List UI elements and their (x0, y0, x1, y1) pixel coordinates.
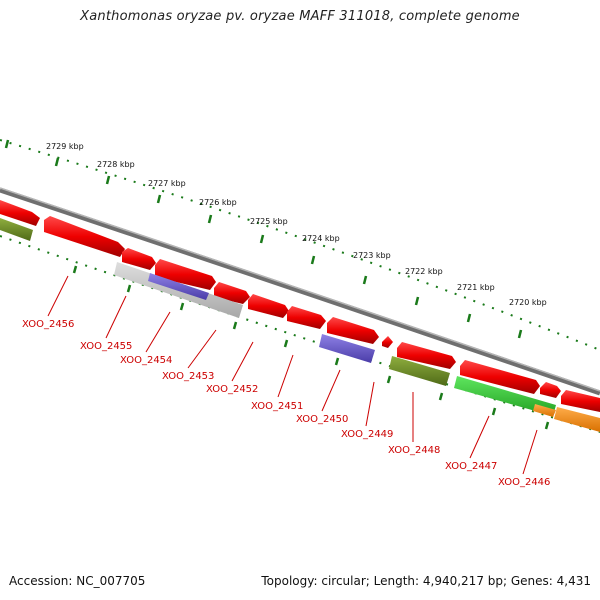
gene-labels: XOO_2456 XOO_2455 XOO_2454 XOO_2453 XOO_… (22, 319, 550, 488)
gene-block[interactable] (454, 376, 556, 416)
gene-arrow[interactable] (561, 390, 600, 412)
gene-arrow[interactable] (155, 259, 216, 290)
gene-arrow[interactable] (397, 342, 456, 369)
gene-label: XOO_2449 (341, 429, 393, 440)
scale-label: 2728 kbp (97, 160, 135, 169)
gene-label: XOO_2456 (22, 319, 74, 330)
gene-block[interactable] (0, 218, 33, 241)
gene-label: XOO_2453 (162, 371, 214, 382)
inner-major-ticks (72, 265, 550, 430)
gene-arrow[interactable] (460, 360, 540, 394)
gene-arrow[interactable] (44, 216, 125, 257)
gene-label: XOO_2452 (206, 384, 258, 395)
gene-label: XOO_2455 (80, 341, 132, 352)
gene-arrow[interactable] (382, 336, 393, 348)
scale-label: 2723 kbp (353, 251, 391, 260)
map-title: Xanthomonas oryzae pv. oryzae MAFF 31101… (80, 9, 520, 24)
scale-label: 2721 kbp (457, 283, 495, 292)
genome-summary-text: Topology: circular; Length: 4,940,217 bp… (261, 574, 591, 588)
gene-label: XOO_2447 (445, 461, 497, 472)
gene-label: XOO_2454 (120, 355, 172, 366)
gene-label: XOO_2451 (251, 401, 303, 412)
reverse-strand-genes (0, 218, 600, 432)
scale-label: 2727 kbp (148, 179, 186, 188)
gene-block[interactable] (319, 334, 375, 363)
gene-arrow[interactable] (122, 248, 156, 270)
scale-label: 2725 kbp (250, 217, 288, 226)
forward-strand-genes (0, 200, 600, 412)
outer-major-ticks (4, 139, 523, 339)
scale-label: 2722 kbp (405, 267, 443, 276)
gene-label: XOO_2448 (388, 445, 440, 456)
gene-label: XOO_2450 (296, 414, 348, 425)
accession-text: Accession: NC_007705 (9, 574, 146, 588)
scale-label: 2726 kbp (199, 198, 237, 207)
gene-block[interactable] (554, 407, 600, 432)
scale-labels: 2729 kbp 2728 kbp 2727 kbp 2726 kbp 2725… (46, 142, 547, 307)
gene-arrow[interactable] (327, 317, 379, 344)
gene-block[interactable] (389, 356, 450, 386)
gene-block[interactable] (533, 404, 556, 417)
gene-arrow[interactable] (287, 306, 326, 329)
scale-label: 2729 kbp (46, 142, 84, 151)
gene-block[interactable] (148, 273, 209, 300)
label-leaders (47, 275, 538, 475)
gene-label: XOO_2446 (498, 477, 550, 488)
scale-label: 2720 kbp (509, 298, 547, 307)
gene-arrow[interactable] (540, 382, 561, 398)
genome-backbone (0, 187, 600, 396)
gene-arrow[interactable] (0, 200, 40, 226)
scale-label: 2724 kbp (302, 234, 340, 243)
gene-arrow[interactable] (248, 294, 289, 318)
